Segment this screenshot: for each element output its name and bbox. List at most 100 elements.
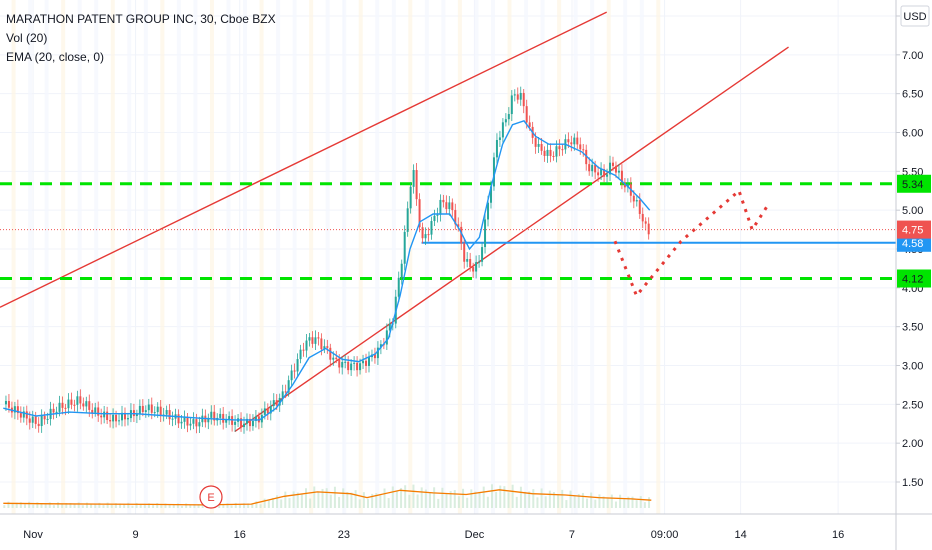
volume-bar: [433, 487, 436, 508]
candle-body: [64, 407, 67, 409]
candle-body: [528, 122, 531, 127]
volume-bar: [147, 503, 150, 508]
volume-bar: [557, 494, 560, 508]
volume-bar: [85, 502, 88, 508]
session-stripe: [424, 0, 429, 514]
volume-bar: [276, 495, 279, 508]
earnings-marker[interactable]: E: [199, 485, 223, 509]
volume-bar: [309, 498, 312, 508]
currency-badge[interactable]: USD: [900, 5, 930, 27]
symbol-title[interactable]: MARATHON PATENT GROUP INC, 30, Cboe BZX: [6, 12, 276, 26]
volume-bar: [379, 495, 382, 508]
candle-body: [281, 391, 284, 398]
volume-bar: [313, 486, 316, 508]
candle-body: [225, 419, 228, 423]
volume-bar: [342, 488, 345, 508]
candle-body: [558, 146, 561, 150]
candle-body: [245, 418, 248, 424]
candle-body: [55, 411, 58, 413]
volume-bar: [375, 493, 378, 508]
volume-bar: [400, 487, 403, 508]
candle-body: [373, 354, 376, 359]
ema-indicator-label[interactable]: EMA (20, close, 0): [6, 50, 105, 64]
candle-body: [445, 202, 448, 210]
candle-body: [70, 399, 73, 405]
session-stripe: [375, 0, 380, 514]
session-stripe: [292, 0, 297, 514]
volume-bar: [577, 493, 580, 508]
volume-bar: [590, 492, 593, 508]
volume-bar: [586, 498, 589, 508]
candle-body: [588, 164, 591, 172]
volume-bar: [243, 503, 246, 508]
candle-body: [585, 149, 588, 165]
candle-body: [314, 337, 317, 344]
volume-bar: [511, 484, 514, 508]
candle-body: [501, 122, 504, 138]
volume-bar: [135, 502, 138, 508]
volume-bar: [515, 496, 518, 508]
volume-indicator-label[interactable]: Vol (20): [6, 31, 48, 45]
candle-body: [350, 363, 353, 371]
volume-bar: [470, 489, 473, 508]
candle-body: [323, 346, 326, 350]
candle-body: [525, 106, 528, 123]
candle-body: [609, 162, 612, 175]
session-stripe: [358, 0, 363, 514]
volume-bar: [300, 493, 303, 508]
volume-bar: [230, 505, 233, 508]
candle-body: [519, 92, 522, 100]
candle-body: [34, 416, 37, 424]
plot-area: [0, 0, 896, 514]
candle-body: [195, 419, 198, 427]
volume-bar: [263, 498, 266, 508]
volume-bar: [15, 502, 18, 508]
volume-bar: [366, 498, 369, 508]
volume-bar: [408, 494, 411, 508]
candle-body: [302, 349, 305, 351]
candle-body: [82, 403, 85, 407]
candle-body: [4, 401, 7, 405]
candle-body: [91, 409, 94, 413]
candle-body: [338, 359, 341, 368]
candle-body: [579, 144, 582, 150]
candle-body: [46, 418, 49, 420]
candle-body: [141, 405, 144, 412]
candle-body: [177, 414, 180, 424]
volume-bar: [614, 501, 617, 508]
volume-bar: [428, 492, 431, 508]
candle-body: [335, 357, 338, 360]
volume-bar: [540, 488, 543, 508]
volume-bar: [218, 504, 221, 508]
volume-bar: [333, 486, 336, 508]
session-stripe: [606, 0, 611, 514]
volume-bar: [152, 505, 155, 508]
candle-body: [614, 165, 617, 173]
volume-bar: [3, 505, 6, 508]
volume-bar: [391, 486, 394, 508]
candle-body: [332, 357, 335, 360]
volume-bar: [251, 504, 254, 508]
candle-body: [436, 214, 439, 216]
session-stripe: [28, 0, 33, 514]
last-price-badge: [897, 220, 931, 239]
session-stripe: [573, 0, 578, 514]
candle-body: [403, 231, 406, 264]
candle-body: [186, 416, 189, 426]
volume-bar: [172, 504, 175, 508]
volume-bar: [65, 502, 68, 508]
candle-body: [567, 139, 570, 143]
session-stripe: [77, 0, 82, 514]
time-tick-label: 9: [132, 529, 138, 541]
volume-bar: [259, 504, 262, 508]
volume-bar: [57, 502, 60, 508]
volume-bar: [610, 494, 613, 508]
volume-bar: [23, 504, 26, 508]
candle-body: [329, 347, 332, 360]
candle-body: [347, 361, 350, 371]
volume-bar: [416, 494, 419, 508]
volume-bar: [358, 499, 361, 508]
candle-body: [222, 413, 225, 423]
candle-body: [266, 408, 269, 414]
